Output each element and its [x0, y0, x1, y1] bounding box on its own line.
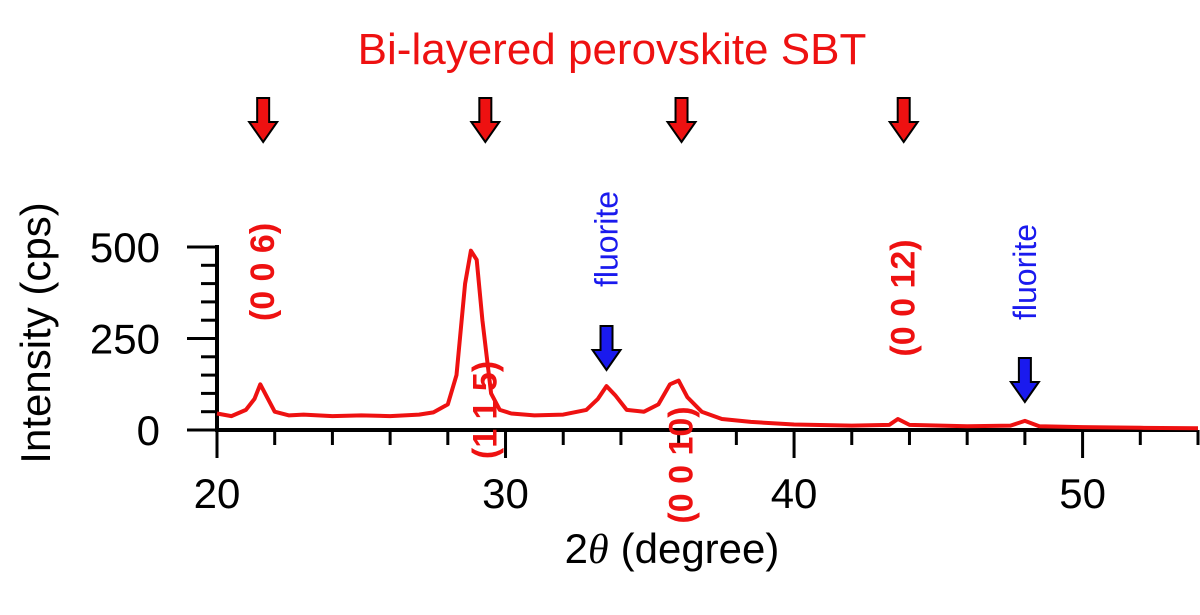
- x-tick-label: 50: [1059, 470, 1106, 517]
- sbt-peak-arrow: [247, 97, 280, 144]
- chart-title: Bi-layered perovskite SBT: [358, 25, 867, 74]
- y-tick-label: 0: [137, 407, 160, 454]
- sbt-peak-arrow: [665, 97, 698, 144]
- sbt-peak-arrow: [469, 97, 502, 144]
- x-axis-label-prefix: 2: [565, 525, 588, 572]
- x-tick-label: 30: [482, 470, 529, 517]
- annotations-group: (0 0 6) (1 1 5) (0 0 10) (0 0 12) fluorite fl…: [244, 97, 1043, 524]
- sbt-peak-arrow: [887, 97, 920, 144]
- x-axis-label: 2θ (degree): [565, 525, 780, 573]
- xrd-pattern-line: [216, 248, 1199, 431]
- fluorite-arrow: [590, 325, 623, 372]
- x-axis-label-text: (degree): [621, 525, 780, 572]
- fluorite-label: fluorite: [1007, 224, 1043, 320]
- y-axis-label: Intensity (cps): [12, 202, 59, 463]
- peak-index-label: (0 0 6): [244, 223, 282, 321]
- x-tick-label: 40: [771, 470, 818, 517]
- peak-index-label: (0 0 12): [885, 239, 923, 356]
- x-axis-label-symbol: θ: [588, 527, 609, 573]
- series-group: [216, 248, 1199, 431]
- peak-index-label: (0 0 10): [663, 406, 701, 523]
- x-tick-label: 20: [194, 470, 241, 517]
- y-tick-label: 500: [90, 224, 160, 271]
- fluorite-label: fluorite: [589, 191, 625, 287]
- fluorite-arrow: [1008, 357, 1041, 404]
- y-tick-label: 250: [90, 316, 160, 363]
- peak-index-label: (1 1 5): [466, 361, 504, 459]
